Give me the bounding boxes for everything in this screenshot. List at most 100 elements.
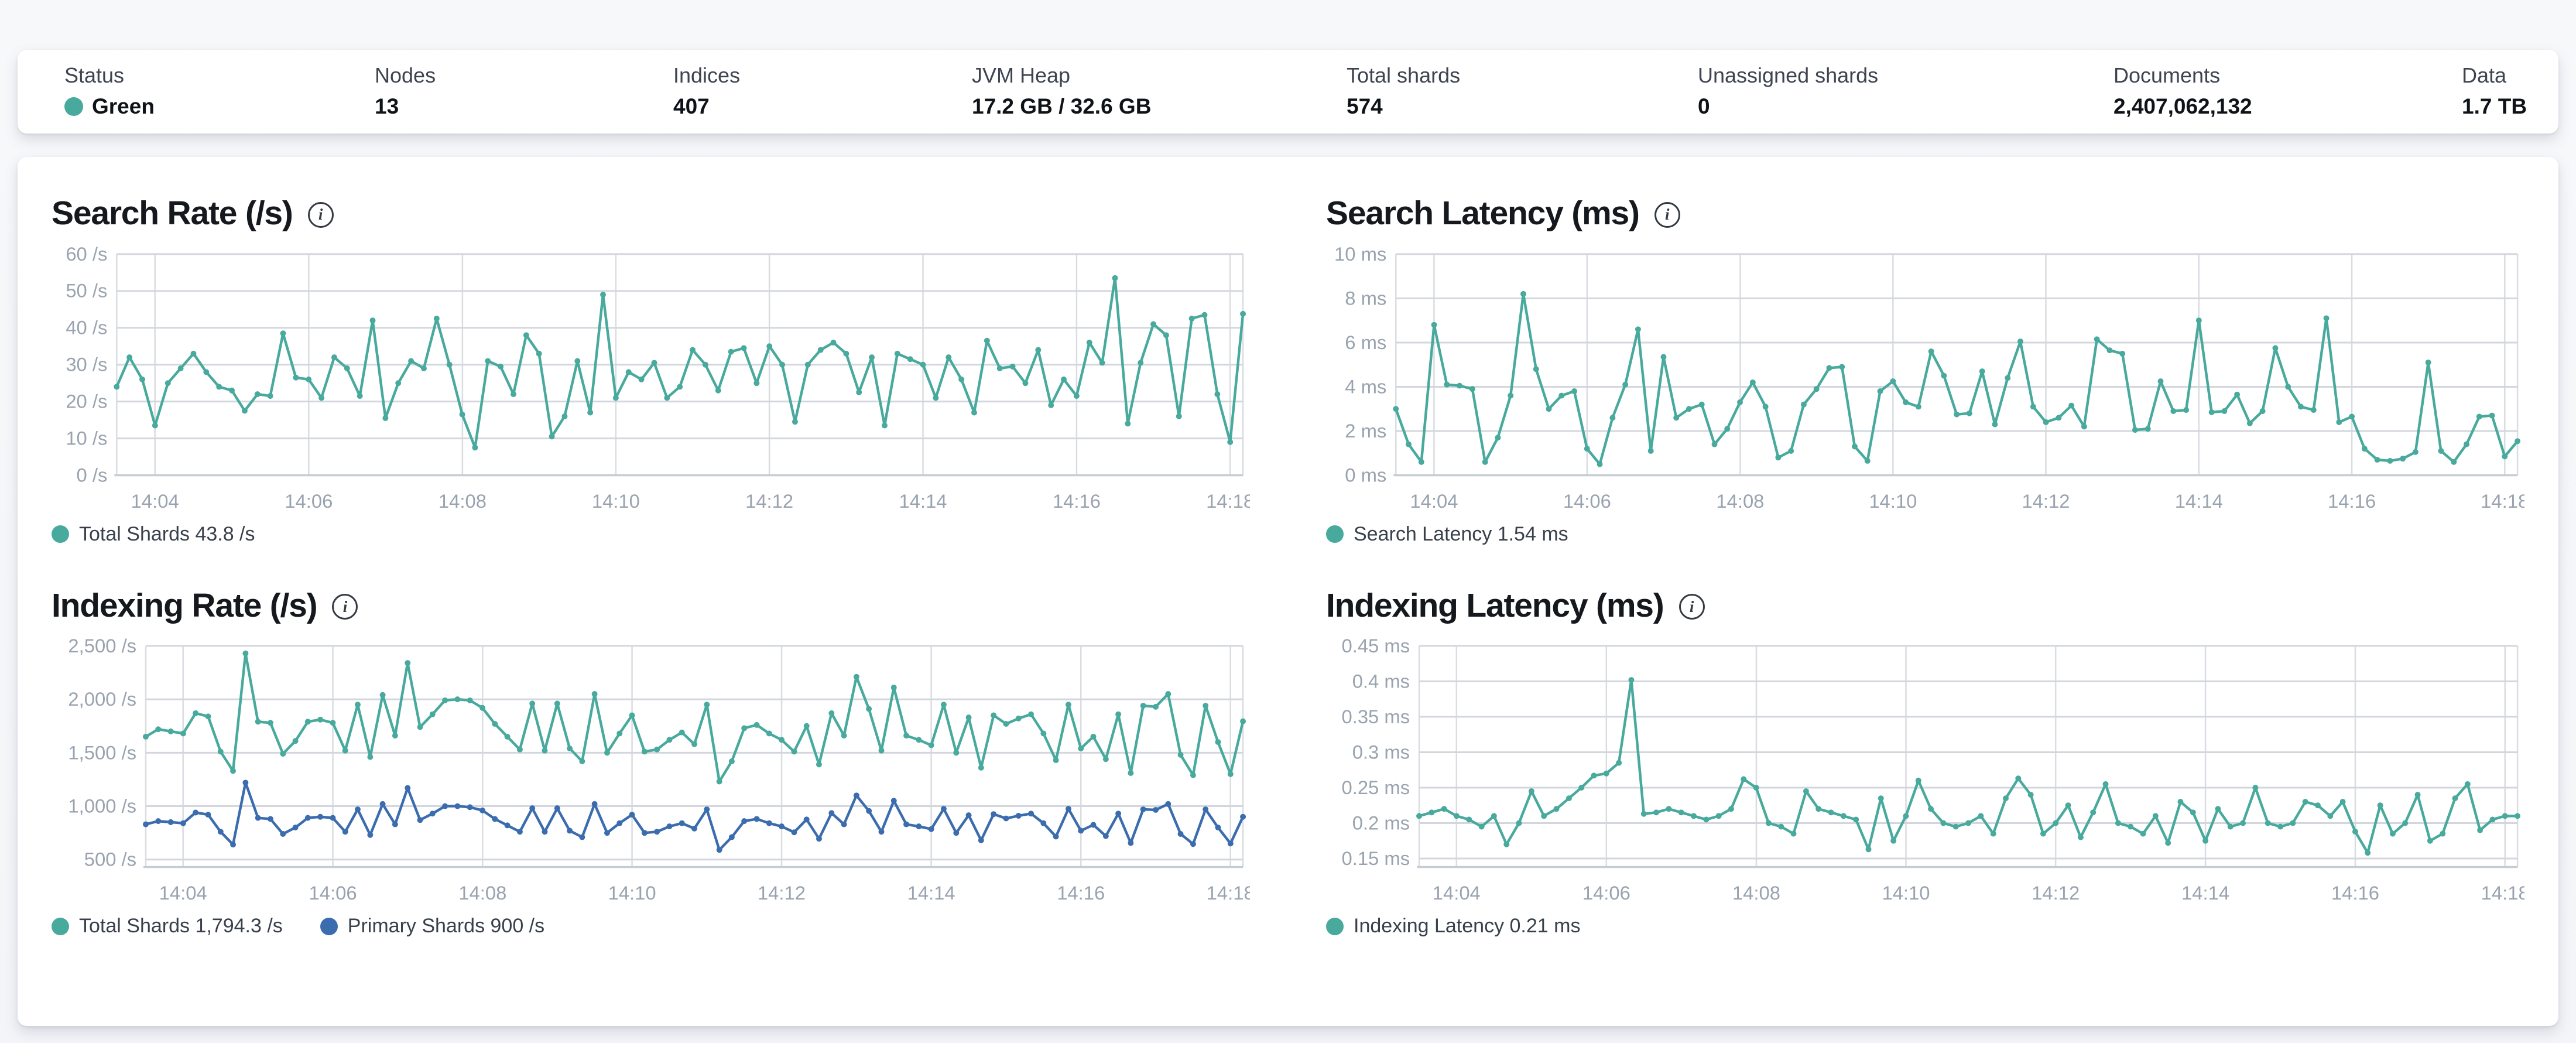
svg-text:1,500 /s: 1,500 /s [68,741,136,763]
svg-text:14:14: 14:14 [907,882,955,904]
legend-label: Primary Shards 900 /s [347,915,545,938]
stat-value: 0 [1698,94,1710,118]
svg-text:14:10: 14:10 [608,882,656,904]
svg-text:2,500 /s: 2,500 /s [68,638,136,656]
stat-label: Unassigned shards [1698,63,1879,87]
svg-text:0.25 ms: 0.25 ms [1341,777,1410,798]
svg-text:14:12: 14:12 [2032,882,2080,904]
indexing-rate-card: Indexing Rate (/s) i 14:04 14:06 14:08 14:1… [52,583,1250,938]
indexing-rate-chart[interactable]: 14:04 14:06 14:08 14:10 14:12 14:14 14:16 14:18… [52,638,1250,911]
svg-text:14:16: 14:16 [2331,882,2379,904]
indexing-latency-card: Indexing Latency (ms) i 14:04 14:06 14:08 1… [1326,583,2524,938]
svg-text:0.2 ms: 0.2 ms [1352,812,1410,834]
svg-text:14:06: 14:06 [1582,882,1630,904]
stat-value: 1.7 TB [2462,94,2527,118]
indexing-latency-chart[interactable]: 14:04 14:06 14:08 14:10 14:12 14:14 14:16 14:18… [1326,638,2524,911]
search-latency-chart[interactable]: 14:04 14:06 14:08 14:10 14:12 14:14 14:16 14:18… [1326,246,2524,519]
svg-text:2 ms: 2 ms [1345,419,1386,441]
svg-text:14:18: 14:18 [2481,490,2524,512]
svg-text:14:10: 14:10 [1882,882,1930,904]
stat-value: 574 [1347,94,1383,118]
svg-text:0 /s: 0 /s [77,464,108,485]
indexing-latency-title: Indexing Latency (ms) [1326,586,1664,624]
charts-grid: Search Rate (/s) i 14:04 14:06 14:08 14:10 1… [52,191,2524,938]
svg-text:0.3 ms: 0.3 ms [1352,741,1410,763]
svg-text:0.15 ms: 0.15 ms [1341,847,1410,869]
legend-dot-icon [52,525,69,543]
svg-text:14:16: 14:16 [1057,882,1105,904]
legend-label: Total Shards 43.8 /s [79,522,255,545]
svg-text:14:04: 14:04 [159,882,207,904]
info-icon[interactable]: i [1678,594,1705,620]
svg-text:0.45 ms: 0.45 ms [1341,638,1410,656]
svg-text:20 /s: 20 /s [66,390,107,412]
svg-text:0.4 ms: 0.4 ms [1352,670,1410,692]
svg-text:14:16: 14:16 [2328,490,2376,512]
stat-label: Data [2462,63,2507,87]
info-icon[interactable]: i [332,594,358,620]
stat-value: 2,407,062,132 [2113,94,2252,118]
svg-text:14:06: 14:06 [1563,490,1611,512]
search-rate-card: Search Rate (/s) i 14:04 14:06 14:08 14:10 1… [52,191,1250,546]
legend-label: Total Shards 1,794.3 /s [79,915,283,938]
svg-text:2,000 /s: 2,000 /s [68,688,136,710]
svg-text:14:06: 14:06 [285,490,333,512]
svg-text:14:04: 14:04 [1410,490,1458,512]
chart-title-row: Indexing Rate (/s) i [52,587,1250,625]
chart-svg: 14:04 14:06 14:08 14:10 14:12 14:14 14:16 14:18… [1341,638,2524,904]
svg-text:14:12: 14:12 [745,490,793,512]
legend-item[interactable]: Total Shards 43.8 /s [52,523,255,546]
stat-indices: Indices 407 [673,65,740,118]
svg-text:14:14: 14:14 [2181,882,2229,904]
svg-text:10 /s: 10 /s [66,427,107,449]
svg-text:500 /s: 500 /s [84,849,136,870]
legend-label: Indexing Latency 0.21 ms [1354,915,1581,938]
svg-text:14:04: 14:04 [1433,882,1481,904]
chart-title-row: Indexing Latency (ms) i [1326,587,2524,625]
legend-dot-icon [1326,525,1344,543]
stat-label: Nodes [375,63,436,87]
stat-value: 17.2 GB / 32.6 GB [972,94,1152,118]
svg-text:14:18: 14:18 [2481,882,2524,904]
cluster-status-bar: Status Green Nodes 13 Indices 407 JVM He… [18,50,2558,134]
svg-text:14:08: 14:08 [1732,882,1780,904]
search-rate-chart[interactable]: 14:04 14:06 14:08 14:10 14:12 14:14 14:16 14:18… [52,246,1250,519]
svg-text:14:10: 14:10 [592,490,640,512]
svg-text:30 /s: 30 /s [66,353,107,375]
svg-text:50 /s: 50 /s [66,279,107,301]
svg-text:14:10: 14:10 [1869,490,1917,512]
search-rate-title: Search Rate (/s) [52,194,293,232]
stat-unassigned-shards: Unassigned shards 0 [1698,63,1879,118]
search-latency-legend: Search Latency 1.54 ms [1326,523,2524,546]
indexing-rate-title: Indexing Rate (/s) [52,586,318,624]
legend-label: Search Latency 1.54 ms [1354,522,1568,545]
svg-text:0.35 ms: 0.35 ms [1341,706,1410,727]
status-value: Green [64,95,155,117]
legend-item[interactable]: Indexing Latency 0.21 ms [1326,915,1580,938]
stat-jvm-heap: JVM Heap 17.2 GB / 32.6 GB [972,65,1152,118]
legend-item[interactable]: Search Latency 1.54 ms [1326,523,1568,546]
info-icon[interactable]: i [1654,201,1680,228]
legend-dot-icon [320,917,338,935]
legend-dot-icon [52,917,69,935]
search-rate-legend: Total Shards 43.8 /s [52,523,1250,546]
charts-panel: Search Rate (/s) i 14:04 14:06 14:08 14:10 1… [18,157,2558,1026]
indexing-latency-legend: Indexing Latency 0.21 ms [1326,915,2524,938]
info-icon[interactable]: i [307,201,334,228]
stat-documents: Documents 2,407,062,132 [2113,65,2252,118]
svg-text:14:14: 14:14 [2175,490,2223,512]
svg-text:14:04: 14:04 [131,490,179,512]
stat-value: 13 [375,94,399,118]
svg-text:40 /s: 40 /s [66,316,107,338]
svg-text:14:08: 14:08 [1716,490,1764,512]
chart-title-row: Search Rate (/s) i [52,194,1250,233]
chart-svg: 14:04 14:06 14:08 14:10 14:12 14:14 14:16 14:18… [66,246,1250,512]
legend-item[interactable]: Total Shards 1,794.3 /s [52,915,283,938]
svg-text:14:14: 14:14 [899,490,947,512]
svg-text:14:16: 14:16 [1053,490,1101,512]
health-green-dot-icon [64,97,83,116]
chart-title-row: Search Latency (ms) i [1326,194,2524,233]
svg-text:14:12: 14:12 [2022,490,2070,512]
legend-item[interactable]: Primary Shards 900 /s [320,915,544,938]
